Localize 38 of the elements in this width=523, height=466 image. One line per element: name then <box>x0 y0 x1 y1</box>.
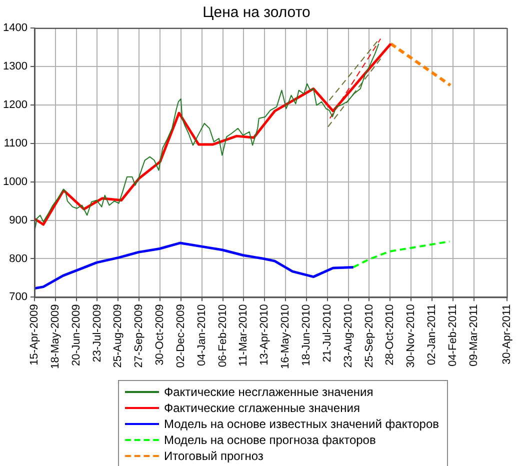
x-tick-label: 27-Sep-2009 <box>133 304 146 368</box>
x-tick-label: 13-Apr-2010 <box>258 304 271 366</box>
y-tick-label: 900 <box>9 214 28 226</box>
legend-label: Фактические сглаженные значения <box>164 401 360 415</box>
x-tick-label: 23-Aug-2010 <box>342 304 354 368</box>
y-tick-label: 1000 <box>2 176 28 188</box>
x-tick-label: 30-Apr-2011 <box>500 304 513 365</box>
x-tick-label: 28-Oct-2010 <box>384 304 396 366</box>
y-tick-label: 700 <box>9 291 28 304</box>
x-tick-label: 06-Feb-2010 <box>216 304 229 368</box>
x-tick-label: 18-May-2009 <box>49 304 62 370</box>
y-tick-label: 1300 <box>2 60 28 72</box>
x-tick-label: 20-Jun-2009 <box>70 304 82 366</box>
line-series <box>352 240 451 268</box>
x-tick-label: 02-Dec-2009 <box>174 304 187 368</box>
x-tick-label: 04-Feb-2011 <box>446 304 459 366</box>
x-tick-label: 25-Aug-2009 <box>112 304 124 368</box>
y-tick-label: 1100 <box>4 137 28 150</box>
x-tick-label: 02-Jan-2011 <box>426 304 438 366</box>
legend-label: Итоговый прогноз <box>164 449 264 463</box>
y-tick-label: 1200 <box>2 98 28 111</box>
x-tick-label: 15-Apr-2009 <box>28 304 40 366</box>
legend-label: Фактические несглаженные значения <box>164 385 374 399</box>
legend-label: Модель на основе прогноза факторов <box>164 433 376 447</box>
x-tick-label: 04-Jan-2010 <box>196 304 208 366</box>
chart-title: Цена на золото <box>202 4 310 22</box>
x-tick-label: 25-Sep-2010 <box>363 304 376 368</box>
x-tick-label: 30-Oct-2009 <box>154 304 166 366</box>
x-tick-label: 21-Jul-2010 <box>321 304 334 362</box>
x-tick-label: 16-May-2010 <box>280 304 292 370</box>
x-tick-label: 30-Nov-2010 <box>405 304 418 368</box>
x-tick-label: 23-Jul-2009 <box>91 304 104 362</box>
x-tick-label: 18-Jun-2010 <box>300 304 312 366</box>
y-tick-label: 1400 <box>2 22 28 34</box>
x-tick-label: 11-Mar-2010 <box>238 304 250 366</box>
x-tick-label: 09-Mar-2011 <box>468 304 480 366</box>
legend-label: Модель на основе известных значений факторов <box>164 417 439 431</box>
y-tick-label: 800 <box>9 252 28 265</box>
